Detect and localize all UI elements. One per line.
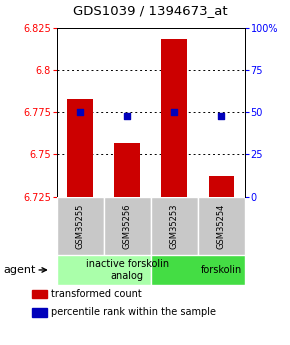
Text: GSM35254: GSM35254 (217, 203, 226, 249)
Text: agent: agent (3, 265, 35, 275)
Bar (114, 142, 140, 197)
Point (125, 113, 130, 118)
Bar (57, 255, 151, 285)
Text: GSM35255: GSM35255 (76, 203, 85, 249)
Bar (209, 176, 234, 197)
Bar (198, 197, 245, 255)
Text: transformed count: transformed count (52, 289, 142, 299)
Bar (151, 197, 198, 255)
Bar (32, 308, 47, 316)
Text: forskolin: forskolin (201, 265, 242, 275)
Text: inactive forskolin
analog: inactive forskolin analog (86, 259, 169, 281)
Bar (104, 197, 151, 255)
Bar (32, 289, 47, 298)
Bar (151, 255, 245, 285)
Text: GSM35256: GSM35256 (123, 203, 132, 249)
Text: GDS1039 / 1394673_at: GDS1039 / 1394673_at (73, 4, 228, 17)
Point (219, 113, 224, 118)
Point (78, 109, 82, 115)
Bar (162, 39, 187, 197)
Bar (57, 197, 104, 255)
Point (172, 109, 177, 115)
Text: percentile rank within the sample: percentile rank within the sample (52, 307, 216, 317)
Bar (67, 99, 93, 197)
Text: GSM35253: GSM35253 (170, 203, 179, 249)
